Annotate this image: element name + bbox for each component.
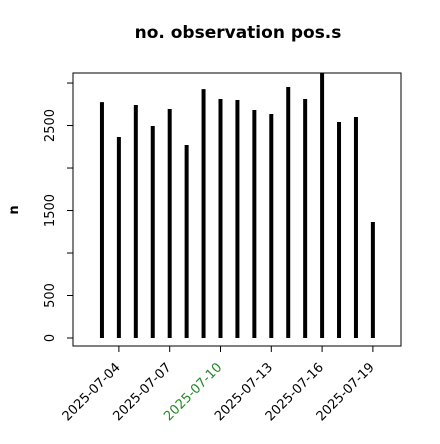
chart-title: no. observation pos.s: [135, 23, 342, 43]
plot-box: [72, 72, 402, 347]
y-tick-label: 500: [43, 283, 58, 308]
y-axis-label: n: [7, 205, 22, 214]
y-tick-label: 0: [43, 334, 58, 342]
y-tick-label: 1500: [43, 194, 58, 227]
y-tick-label: 2500: [43, 109, 58, 142]
bars: [99, 73, 375, 339]
